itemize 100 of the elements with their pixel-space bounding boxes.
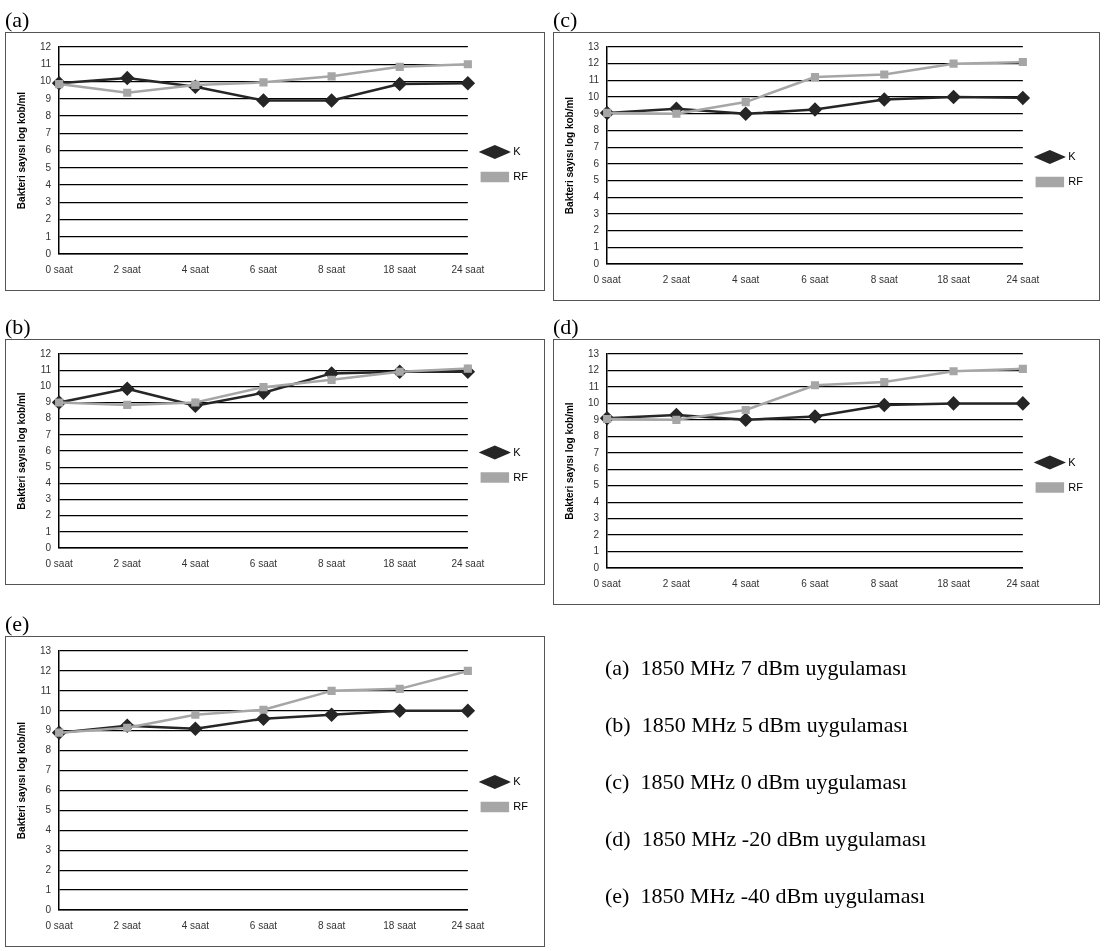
- chart-title: (d): [553, 314, 580, 339]
- y-tick-label: 5: [45, 460, 52, 472]
- y-tick-label: 2: [45, 509, 52, 521]
- x-tick-label: 24 saat: [451, 263, 485, 275]
- y-tick-label: 4: [593, 190, 600, 202]
- y-tick-label: 11: [588, 380, 600, 392]
- x-tick-label: 6 saat: [801, 273, 829, 285]
- x-tick-label: 6 saat: [249, 919, 278, 931]
- y-tick-label: 2: [45, 863, 52, 875]
- y-tick-label: 4: [45, 178, 52, 190]
- y-tick-label: 9: [45, 396, 52, 408]
- y-tick-label: 11: [588, 74, 600, 86]
- x-tick-label: 2 saat: [662, 273, 691, 285]
- x-tick-label: 4 saat: [732, 577, 760, 589]
- y-tick-label: 0: [45, 541, 52, 553]
- y-tick-label: 10: [40, 704, 52, 716]
- y-tick-label: 2: [593, 528, 600, 540]
- chart-title: (c): [553, 7, 579, 32]
- y-tick-label: 4: [593, 495, 600, 507]
- y-axis-title: Bakteri sayısı log kob/ml: [563, 402, 575, 520]
- legend-label: RF: [1068, 480, 1084, 493]
- y-tick-label: 10: [40, 75, 52, 87]
- y-tick-label: 10: [588, 397, 600, 409]
- x-tick-label: 0 saat: [45, 919, 73, 931]
- x-tick-label: 4 saat: [181, 919, 210, 931]
- y-axis-title: Bakteri sayısı log kob/ml: [563, 96, 575, 215]
- legend-label: RF: [513, 170, 529, 183]
- y-tick-label: 6: [45, 444, 52, 456]
- x-tick-label: 4 saat: [181, 263, 210, 275]
- y-tick-label: 11: [40, 684, 52, 696]
- y-tick-label: 0: [45, 903, 52, 915]
- y-tick-label: 8: [45, 109, 52, 121]
- y-tick-label: 8: [45, 744, 52, 756]
- y-tick-label: 10: [40, 380, 52, 392]
- legend-label: K: [1068, 455, 1077, 468]
- x-tick-label: 24 saat: [1006, 577, 1040, 589]
- y-tick-label: 3: [593, 207, 600, 219]
- legend-label: K: [513, 775, 522, 788]
- y-tick-label: 0: [593, 257, 600, 269]
- x-tick-label: 4 saat: [181, 557, 210, 569]
- y-tick-label: 1: [45, 883, 52, 895]
- x-tick-label: 24 saat: [1006, 273, 1040, 285]
- text: (d) 1850 MHz -20 dBm uygulaması: [605, 826, 928, 852]
- y-tick-label: 13: [588, 347, 600, 359]
- y-axis-title: Bakteri sayısı log kob/ml: [15, 91, 27, 210]
- y-tick-label: 9: [593, 413, 600, 425]
- y-tick-label: 1: [593, 241, 600, 253]
- y-tick-label: 13: [40, 644, 52, 656]
- x-tick-label: 18 saat: [383, 263, 417, 275]
- y-tick-label: 8: [593, 430, 600, 442]
- x-tick-label: 24 saat: [451, 557, 485, 569]
- y-axis-title: Bakteri sayısı log kob/ml: [15, 392, 27, 510]
- x-tick-label: 0 saat: [593, 273, 621, 285]
- y-tick-label: 10: [588, 90, 600, 102]
- y-tick-label: 3: [593, 512, 600, 524]
- x-tick-label: 0 saat: [45, 557, 73, 569]
- legend-label: K: [513, 145, 522, 158]
- y-tick-label: 7: [593, 140, 600, 152]
- y-tick-label: 5: [45, 161, 52, 173]
- x-tick-label: 18 saat: [383, 919, 417, 931]
- x-tick-label: 2 saat: [662, 577, 691, 589]
- text: (c) 1850 MHz 0 dBm uygulaması: [605, 769, 908, 795]
- y-tick-label: 11: [40, 363, 52, 375]
- x-tick-label: 6 saat: [249, 557, 278, 569]
- y-tick-label: 3: [45, 493, 52, 505]
- y-tick-label: 6: [45, 784, 52, 796]
- y-tick-label: 1: [593, 545, 600, 557]
- y-tick-label: 7: [45, 764, 52, 776]
- y-tick-label: 6: [593, 157, 600, 169]
- y-tick-label: 6: [45, 144, 52, 156]
- y-tick-label: 7: [45, 428, 52, 440]
- y-axis-title: Bakteri sayısı log kob/ml: [15, 721, 27, 840]
- x-tick-label: 8 saat: [870, 577, 899, 589]
- legend-label: RF: [513, 470, 529, 483]
- y-tick-label: 12: [40, 664, 52, 676]
- y-tick-label: 9: [45, 92, 52, 104]
- x-tick-label: 0 saat: [593, 577, 621, 589]
- y-tick-label: 8: [593, 124, 600, 136]
- x-tick-label: 18 saat: [937, 273, 971, 285]
- y-tick-label: 8: [45, 412, 52, 424]
- y-tick-label: 4: [45, 477, 52, 489]
- y-tick-label: 6: [593, 462, 600, 474]
- y-tick-label: 3: [45, 843, 52, 855]
- y-tick-label: 7: [45, 127, 52, 138]
- legend-label: RF: [513, 800, 529, 813]
- y-tick-label: 5: [593, 479, 600, 491]
- legend-label: K: [1068, 150, 1077, 163]
- text: (b) 1850 MHz 5 dBm uygulaması: [605, 712, 910, 738]
- y-tick-label: 0: [45, 247, 52, 259]
- chart-title: (a): [5, 7, 31, 32]
- x-tick-label: 8 saat: [870, 273, 899, 285]
- chart-title: (e): [5, 611, 31, 636]
- x-tick-label: 0 saat: [45, 263, 73, 275]
- y-tick-label: 12: [40, 347, 52, 359]
- legend-label: K: [513, 445, 522, 458]
- x-tick-label: 8 saat: [317, 263, 346, 275]
- y-tick-label: 1: [45, 525, 52, 537]
- y-tick-label: 4: [45, 824, 52, 836]
- y-tick-label: 2: [45, 213, 52, 225]
- y-tick-label: 3: [45, 196, 52, 207]
